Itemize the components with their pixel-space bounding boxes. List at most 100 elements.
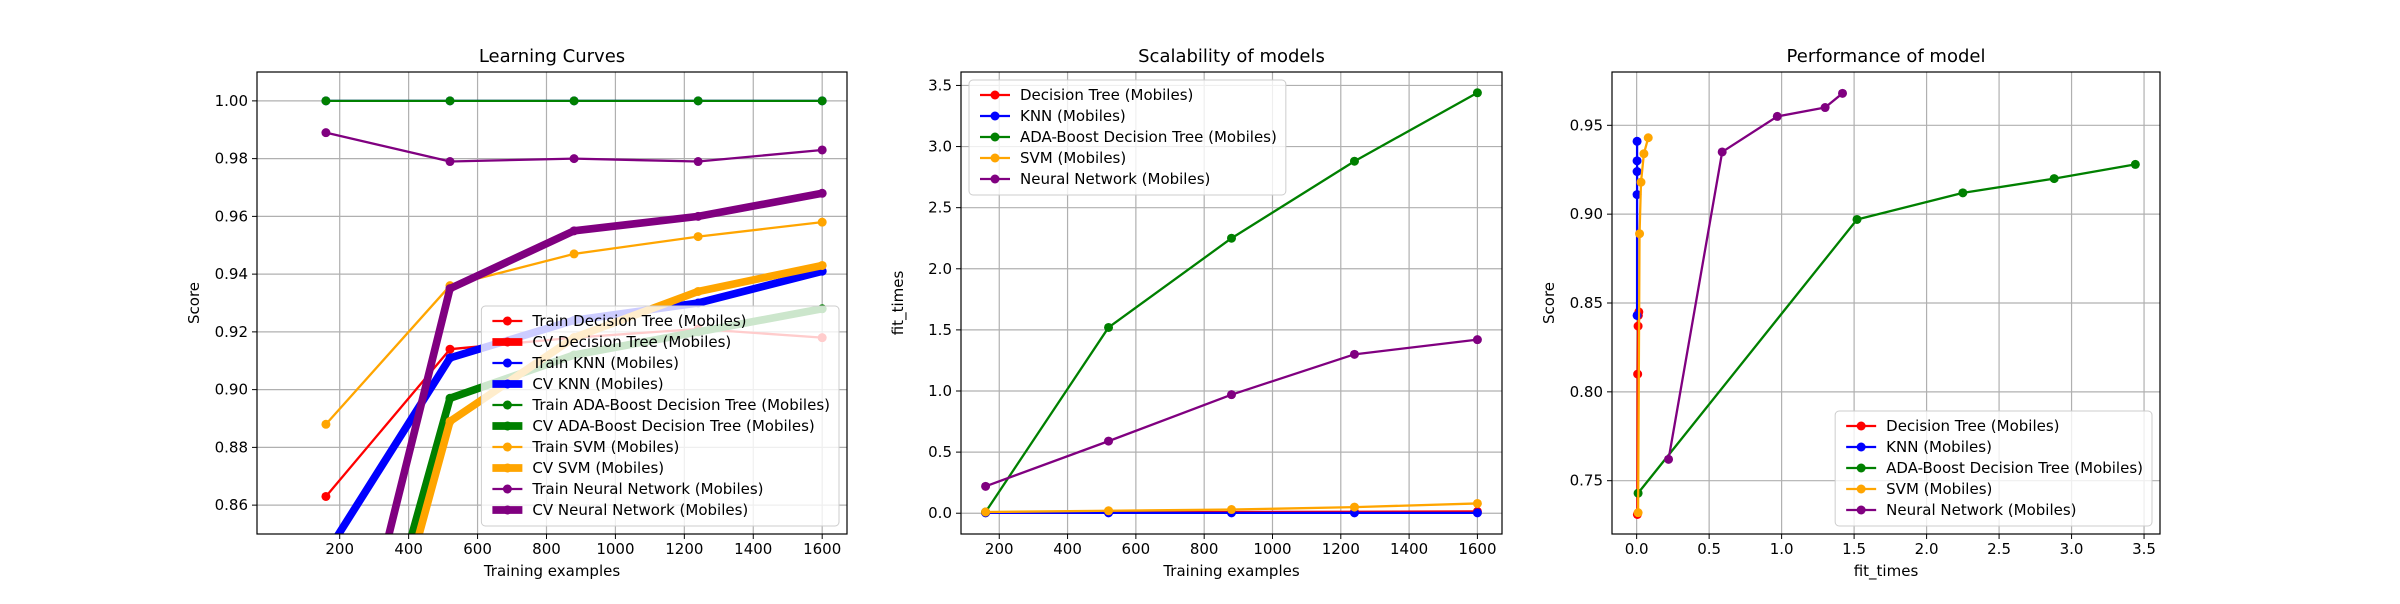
legend-item: Neural Network (Mobiles) bbox=[1846, 501, 2077, 519]
point bbox=[693, 157, 703, 167]
y-tick-label: 3.5 bbox=[928, 76, 952, 94]
point bbox=[693, 232, 703, 242]
legend-marker bbox=[502, 316, 512, 326]
legend-label: CV KNN (Mobiles) bbox=[532, 375, 663, 393]
legend-box bbox=[1834, 410, 2153, 527]
point bbox=[1104, 436, 1114, 446]
legend-label: CV SVM (Mobiles) bbox=[532, 459, 664, 477]
point bbox=[981, 481, 991, 491]
legend-item: SVM (Mobiles) bbox=[1846, 480, 1992, 498]
y-tick-label: 0.85 bbox=[1570, 294, 1603, 312]
point bbox=[321, 491, 331, 501]
legend-label: Train KNN (Mobiles) bbox=[531, 354, 679, 372]
x-tick-label: 3.5 bbox=[2132, 540, 2156, 558]
point bbox=[1643, 133, 1653, 143]
point bbox=[1717, 147, 1727, 157]
plot-area bbox=[1632, 88, 2140, 519]
x-axis-label: Training examples bbox=[483, 562, 621, 580]
legend: Decision Tree (Mobiles) KNN (Mobiles) ADA-… bbox=[1834, 410, 2153, 527]
point bbox=[1472, 508, 1482, 518]
y-tick-label: 0.96 bbox=[215, 207, 248, 225]
legend-label: Train Decision Tree (Mobiles) bbox=[531, 312, 746, 330]
x-tick-label: 1400 bbox=[1390, 540, 1428, 558]
point bbox=[1472, 88, 1482, 98]
legend-marker bbox=[990, 90, 1000, 100]
y-tick-label: 0.90 bbox=[1570, 205, 1603, 223]
point bbox=[569, 249, 579, 259]
point bbox=[2049, 174, 2059, 184]
point bbox=[817, 217, 827, 227]
y-tick-label: 2.5 bbox=[928, 199, 952, 217]
legend-item: CV ADA-Boost Decision Tree (Mobiles) bbox=[492, 417, 815, 435]
point bbox=[1639, 149, 1649, 159]
legend-item: CV Decision Tree (Mobiles) bbox=[492, 333, 731, 351]
legend-marker bbox=[502, 421, 512, 431]
legend: Decision Tree (Mobiles) KNN (Mobiles) ADA-… bbox=[968, 79, 1287, 196]
y-tick-label: 0.75 bbox=[1570, 472, 1603, 490]
legend-marker bbox=[502, 337, 512, 347]
y-tick-label: 0.90 bbox=[215, 381, 248, 399]
chart-title: Scalability of models bbox=[1138, 46, 1325, 67]
y-tick-label: 0.95 bbox=[1570, 116, 1603, 134]
y-tick-label: 0.94 bbox=[215, 265, 248, 283]
subplot: 0.0 0.5 1.0 1.5 2.0 2.5 3.0 3.5 0.75 0.80 0.85 0.90… bbox=[1540, 46, 2161, 581]
x-tick-label: 200 bbox=[325, 540, 354, 558]
legend-label: Train SVM (Mobiles) bbox=[531, 438, 679, 456]
point bbox=[817, 96, 827, 106]
point bbox=[693, 286, 703, 296]
point bbox=[445, 96, 455, 106]
legend-marker bbox=[502, 358, 512, 368]
legend-item: CV SVM (Mobiles) bbox=[492, 459, 664, 477]
axes-frame bbox=[960, 71, 1503, 535]
point bbox=[1838, 88, 1848, 98]
point bbox=[445, 393, 455, 403]
point bbox=[1472, 498, 1482, 508]
legend-label: Neural Network (Mobiles) bbox=[1886, 501, 2076, 519]
legend-item: Train SVM (Mobiles) bbox=[492, 438, 679, 456]
legend-label: CV Decision Tree (Mobiles) bbox=[532, 333, 731, 351]
legend-marker bbox=[1856, 484, 1866, 494]
x-tick-label: 1.0 bbox=[1770, 540, 1794, 558]
point bbox=[2130, 159, 2140, 169]
x-tick-label: 400 bbox=[1053, 540, 1082, 558]
point bbox=[445, 284, 455, 294]
point bbox=[693, 298, 703, 308]
y-tick-label: 3.0 bbox=[928, 138, 952, 156]
legend-label: Decision Tree (Mobiles) bbox=[1020, 86, 1193, 104]
y-tick-label: 0.92 bbox=[215, 323, 248, 341]
point bbox=[445, 344, 455, 354]
y-tick-label: 1.5 bbox=[928, 321, 952, 339]
legend-label: ADA-Boost Decision Tree (Mobiles) bbox=[1886, 459, 2143, 477]
point bbox=[1349, 156, 1359, 166]
point bbox=[1227, 505, 1236, 515]
x-tick-label: 0.0 bbox=[1625, 540, 1649, 558]
y-axis-label: Score bbox=[1540, 282, 1558, 324]
legend-marker bbox=[502, 484, 512, 494]
axes-frame bbox=[1611, 71, 2161, 535]
legend-marker bbox=[1856, 442, 1866, 452]
subplot: 200 400 600 800 1000 1200 1400 1600 0.0 0.5 1.0 1.5… bbox=[889, 46, 1503, 580]
point bbox=[1632, 190, 1642, 200]
chart-title: Performance of model bbox=[1787, 46, 1986, 67]
point bbox=[1820, 103, 1830, 113]
legend-item: Train Neural Network (Mobiles) bbox=[492, 480, 764, 498]
x-tick-label: 800 bbox=[532, 540, 561, 558]
legend-label: SVM (Mobiles) bbox=[1886, 480, 1992, 498]
point bbox=[1227, 233, 1236, 243]
x-tick-label: 1200 bbox=[665, 540, 703, 558]
point bbox=[1104, 322, 1114, 332]
subplot: 200 400 600 800 1000 1200 1400 1600 0.86 0.88 0.90… bbox=[185, 46, 848, 580]
legend-marker bbox=[502, 379, 512, 389]
point bbox=[1664, 454, 1674, 464]
x-tick-label: 1000 bbox=[1253, 540, 1291, 558]
series-line bbox=[985, 338, 1478, 488]
point bbox=[1227, 390, 1236, 400]
point bbox=[569, 96, 579, 106]
legend-item: Train KNN (Mobiles) bbox=[492, 354, 679, 372]
x-tick-label: 2.5 bbox=[1987, 540, 2011, 558]
point bbox=[445, 353, 455, 363]
legend-marker bbox=[1856, 463, 1866, 473]
point bbox=[321, 96, 331, 106]
